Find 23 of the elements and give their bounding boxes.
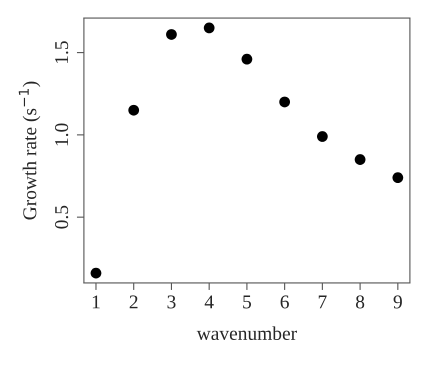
x-tick-label: 7	[318, 296, 327, 308]
x-tick-label: 6	[280, 295, 289, 308]
y-axis-title: Growth rate (s$^{−1}$)	[18, 82, 40, 220]
y-tick-label: 1.5	[55, 41, 68, 64]
point	[242, 54, 252, 65]
point	[354, 154, 366, 165]
x-tick-label: 9	[394, 295, 402, 308]
point	[392, 172, 404, 184]
y-tick-label: 0.5	[55, 206, 68, 229]
point	[279, 96, 290, 108]
point	[166, 29, 177, 40]
point	[90, 268, 102, 278]
x-tick-label: 4	[204, 295, 214, 308]
x-tick-label: 8	[356, 295, 364, 308]
point	[128, 104, 140, 116]
y-tick-label: 1.0	[55, 123, 68, 146]
x-tick-label: 2	[130, 295, 138, 308]
x-tick-label: 1	[92, 295, 100, 308]
x-axis-title: wavenumber	[196, 326, 297, 340]
x-tick-label: 3	[168, 295, 176, 308]
point	[204, 22, 215, 34]
point	[316, 131, 328, 142]
x-tick-label: 5	[243, 296, 252, 308]
